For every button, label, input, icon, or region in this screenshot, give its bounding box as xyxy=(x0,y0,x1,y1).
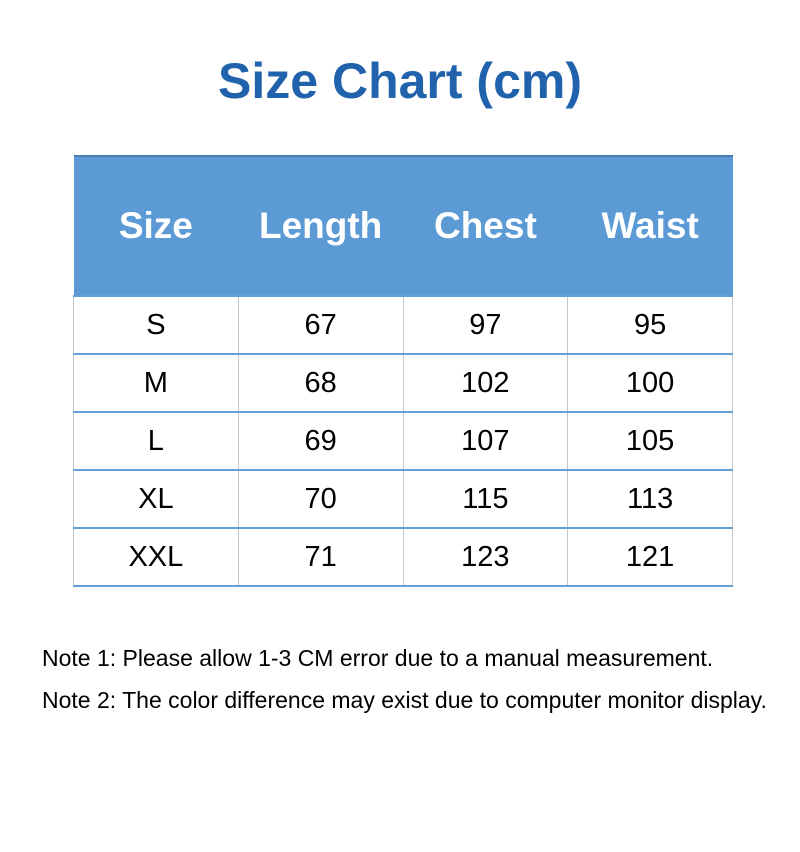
size-chart-table: Size Length Chest Waist S 67 97 95 M 68 102 100 L 69… xyxy=(73,155,733,587)
table-row: M 68 102 100 xyxy=(73,353,733,412)
page-title: Size Chart (cm) xyxy=(218,53,582,109)
table-cell: 68 xyxy=(237,353,404,412)
table-row: XL 70 115 113 xyxy=(73,469,733,528)
table-cell: M xyxy=(73,353,239,412)
table-cell: 107 xyxy=(402,411,569,470)
table-cell: 123 xyxy=(402,527,569,587)
column-header: Size xyxy=(73,156,239,296)
table-head: Size Length Chest Waist xyxy=(73,156,733,296)
table-cell: 105 xyxy=(567,411,733,470)
table-cell: 69 xyxy=(237,411,404,470)
table-cell: 121 xyxy=(567,527,733,587)
table-header-row: Size Length Chest Waist xyxy=(73,156,733,296)
table-cell: 95 xyxy=(567,295,733,354)
table-cell: 115 xyxy=(402,469,569,528)
note-1: Note 1: Please allow 1-3 CM error due to… xyxy=(42,645,714,671)
table-cell: 113 xyxy=(567,469,733,528)
notes-section: Note 1: Please allow 1-3 CM error due to… xyxy=(42,637,800,721)
table-row: L 69 107 105 xyxy=(73,411,733,470)
table-cell: 102 xyxy=(402,353,569,412)
column-header: Waist xyxy=(567,156,733,296)
table-cell: S xyxy=(73,295,239,354)
table-cell: 70 xyxy=(237,469,404,528)
table-cell: XL xyxy=(73,469,239,528)
column-header: Length xyxy=(238,156,403,296)
column-header: Chest xyxy=(403,156,568,296)
table-cell: 71 xyxy=(237,527,404,587)
table-body: S 67 97 95 M 68 102 100 L 69 107 105 XL 70 115 113 XXL 71… xyxy=(73,295,733,587)
table-cell: XXL xyxy=(73,527,239,587)
table-cell: 100 xyxy=(567,353,733,412)
table-row: S 67 97 95 xyxy=(73,295,733,354)
table-cell: 67 xyxy=(237,295,404,354)
size-chart-page: Size Chart (cm) Size Length Chest Waist S 67… xyxy=(0,52,800,721)
note-2: Note 2: The color difference may exist d… xyxy=(42,687,767,713)
table-cell: L xyxy=(73,411,239,470)
table-cell: 97 xyxy=(402,295,569,354)
table-row: XXL 71 123 121 xyxy=(73,527,733,587)
